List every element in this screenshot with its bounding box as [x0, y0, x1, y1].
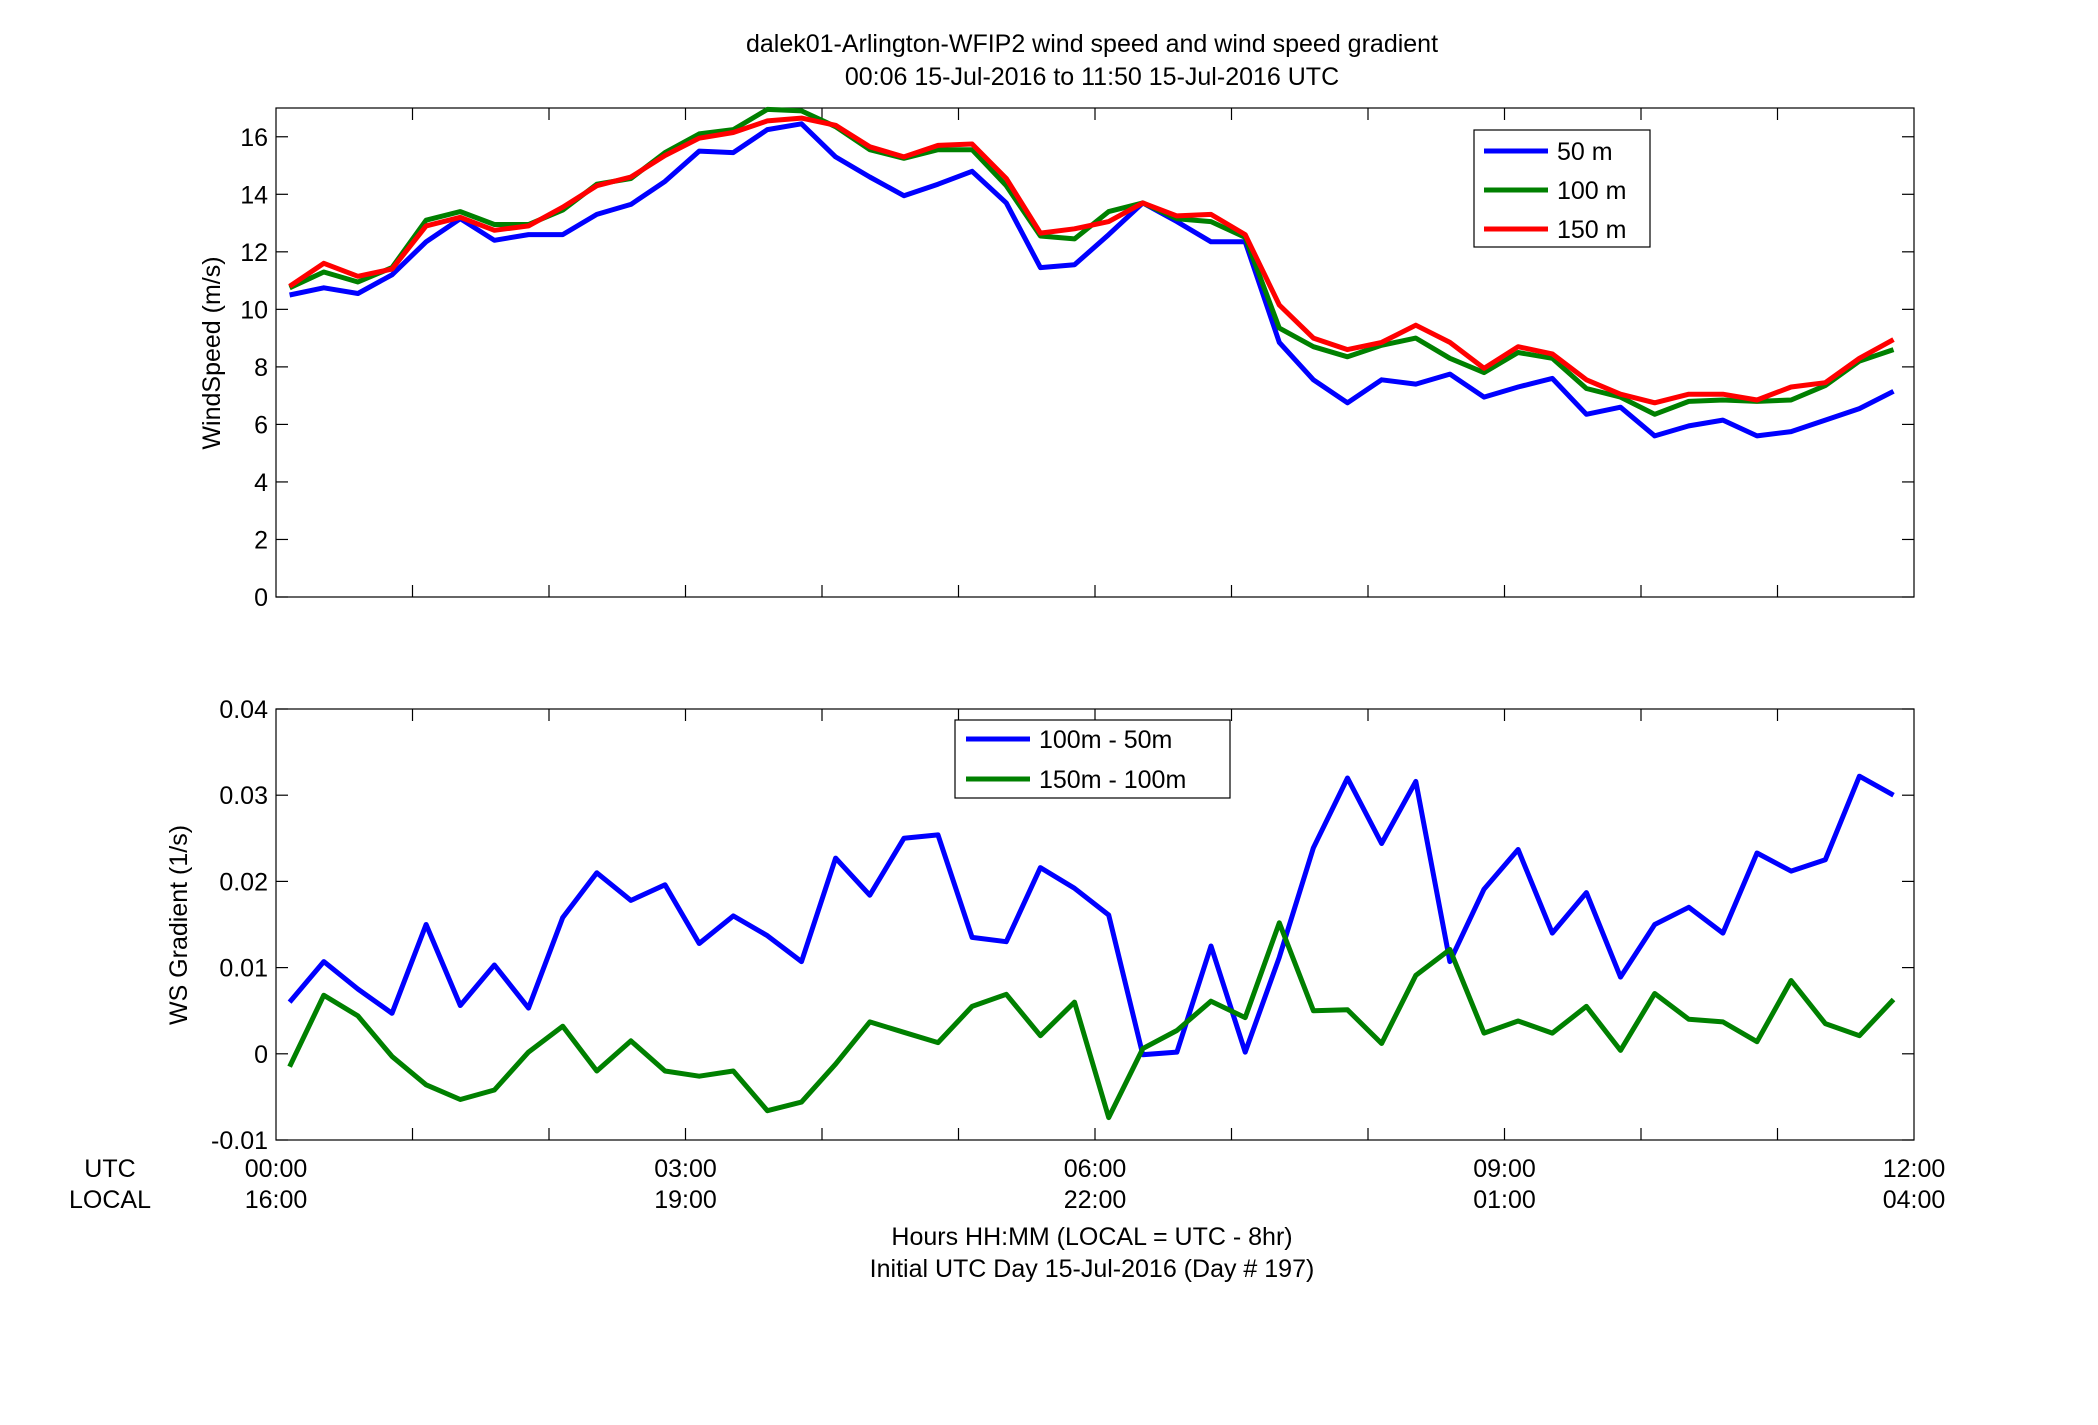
x-axis-label-line2: Initial UTC Day 15-Jul-2016 (Day # 197) [870, 1255, 1315, 1283]
x-tick-label-utc: 12:00 [1883, 1155, 1946, 1183]
legend-label-150m-100m: 150m - 100m [1039, 766, 1186, 794]
windspeed-x-ticks [411, 108, 1779, 597]
gradient-ytick-label: 0.02 [219, 868, 268, 896]
gradient-ytick-label: 0.03 [219, 782, 268, 810]
x-tick-label-local: 16:00 [245, 1186, 308, 1214]
windspeed-series-lines [288, 106, 1895, 439]
gradient-line-100m-50m [287, 773, 1895, 1058]
windspeed-ytick-label: 0 [254, 584, 268, 612]
windspeed-ytick-label: 8 [254, 354, 268, 382]
windspeed-ytick-label: 12 [240, 239, 268, 267]
x-tick-label-utc: 00:00 [245, 1155, 308, 1183]
windspeed-legend: 50 m 100 m 150 m [1473, 129, 1651, 248]
x-tick-label-local: 01:00 [1473, 1186, 1536, 1214]
gradient-legend: 100m - 50m 150m - 100m [954, 719, 1231, 799]
windspeed-panel: 0 2 4 6 8 10 12 14 16 WindSpeed (m/s) 50 m 100 m… [198, 106, 1915, 612]
x-tick-label-local: 22:00 [1064, 1186, 1127, 1214]
windspeed-y-axis-label: WindSpeed (m/s) [198, 256, 226, 449]
x-tick-label-local: 04:00 [1883, 1186, 1946, 1214]
windspeed-ytick-label: 2 [254, 526, 268, 554]
gradient-ytick-label: -0.01 [211, 1127, 268, 1155]
legend-label-100m: 100 m [1557, 177, 1626, 205]
x-tick-label-utc: 06:00 [1064, 1155, 1127, 1183]
x-tick-label-utc: 03:00 [654, 1155, 717, 1183]
gradient-line-150m-100m [287, 920, 1896, 1121]
x-tick-label-utc: 09:00 [1473, 1155, 1536, 1183]
gradient-y-axis-label: WS Gradient (1/s) [165, 825, 193, 1025]
legend-label-100m-50m: 100m - 50m [1039, 726, 1172, 754]
gradient-x-ticks [411, 709, 1779, 1140]
windspeed-ytick-label: 14 [240, 181, 268, 209]
gradient-panel: -0.01 0 0.01 0.02 0.03 0.04 WS Gradient (1/s)… [165, 696, 1915, 1155]
x-tick-labels: 00:00 16:00 03:00 19:00 06:00 22:00 09:00 01:00… [245, 1155, 1946, 1214]
legend-label-50m: 50 m [1557, 138, 1613, 166]
windspeed-ytick-label: 10 [240, 296, 268, 324]
x-tick-label-local: 19:00 [654, 1186, 717, 1214]
legend-label-150m: 150 m [1557, 216, 1626, 244]
windspeed-line-50-m [289, 121, 1895, 439]
windspeed-ytick-label: 6 [254, 411, 268, 439]
local-row-label: LOCAL [69, 1186, 151, 1214]
chart-title-line1: dalek01-Arlington-WFIP2 wind speed and w… [746, 30, 1438, 58]
windspeed-ytick-label: 4 [254, 469, 268, 497]
gradient-y-axis: -0.01 0 0.01 0.02 0.03 0.04 [211, 696, 1914, 1155]
windspeed-ytick-label: 16 [240, 124, 268, 152]
gradient-ytick-label: 0.01 [219, 955, 268, 983]
windspeed-y-axis: 0 2 4 6 8 10 12 14 16 [240, 124, 1914, 612]
windspeed-line-150-m [288, 115, 1895, 406]
gradient-ytick-label: 0.04 [219, 696, 268, 724]
gradient-series-lines [287, 773, 1896, 1121]
x-axis-label-line1: Hours HH:MM (LOCAL = UTC - 8hr) [891, 1223, 1292, 1251]
gradient-ytick-label: 0 [254, 1041, 268, 1069]
gradient-legend-box [954, 719, 1231, 799]
utc-row-label: UTC [84, 1155, 135, 1183]
chart-title-line2: 00:06 15-Jul-2016 to 11:50 15-Jul-2016 U… [845, 63, 1339, 91]
